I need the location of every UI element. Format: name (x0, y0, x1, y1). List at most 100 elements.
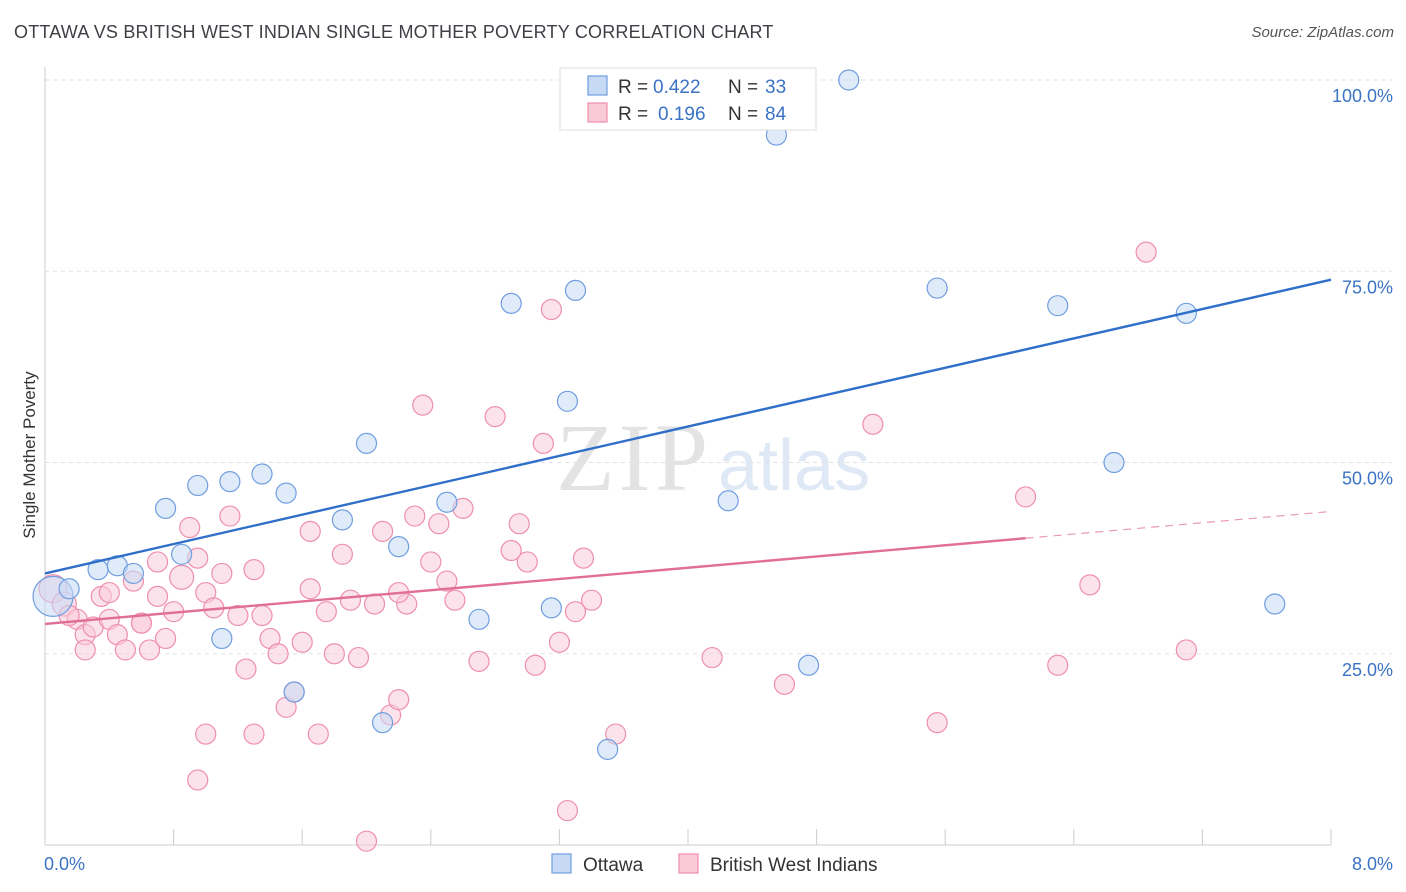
bwi-point-46 (420, 551, 442, 573)
x-tick-label-max: 8.0% (1352, 854, 1393, 874)
legend-n-label-bwi: N = (728, 104, 758, 125)
y-tick-label-100: 100.0% (1332, 86, 1393, 106)
bwi-point-37 (347, 646, 370, 669)
chart-title: OTTAWA VS BRITISH WEST INDIAN SINGLE MOT… (14, 22, 774, 42)
ottawa-point-14 (355, 432, 378, 454)
bwi-point-13 (154, 627, 177, 650)
bwi-point-81 (299, 520, 321, 542)
bwi-point-15 (169, 564, 195, 590)
y-tick-label-25: 25.0% (1342, 660, 1393, 680)
bwi-point-69 (98, 581, 120, 604)
bwi-point-54 (508, 513, 530, 535)
series-ottawa (32, 69, 1286, 760)
legend-bottom-label-ottawa: Ottawa (583, 855, 644, 876)
bwi-point-56 (524, 654, 546, 676)
bwi-point-27 (267, 643, 289, 665)
ottawa-point-20 (564, 279, 587, 301)
bwi-point-57 (532, 432, 554, 454)
bwi-point-79 (1135, 241, 1157, 263)
bwi-point-49 (444, 589, 466, 611)
bwi-point-61 (564, 601, 587, 623)
bwi-point-83 (74, 639, 96, 661)
bwi-point-75 (926, 711, 948, 734)
bwi-point-66 (195, 723, 217, 745)
trend-line-ottawa (44, 278, 1332, 575)
bwi-point-36 (339, 589, 362, 611)
bwi-point-32 (307, 723, 329, 745)
ottawa-point-22 (540, 597, 562, 619)
bwi-point-51 (468, 650, 490, 673)
bwi-point-23 (235, 658, 257, 680)
bwi-point-11 (138, 639, 161, 661)
trend-line-bwi (44, 537, 1026, 626)
bwi-point-12 (146, 585, 169, 607)
ottawa-point-24 (717, 490, 739, 512)
legend-bottom-label-bwi: British West Indians (710, 855, 878, 876)
ottawa-point-5 (154, 497, 177, 519)
ottawa-point-15 (388, 536, 410, 558)
ottawa-point-17 (436, 491, 458, 513)
bwi-point-77 (1047, 654, 1069, 676)
trend-line-bwi-extension (1025, 510, 1332, 539)
legend-r-value-bwi: 0.196 (658, 104, 706, 125)
ottawa-point-13 (331, 509, 353, 531)
bwi-point-63 (580, 589, 603, 611)
legend-r-value-ottawa: 0.422 (653, 77, 701, 98)
ottawa-point-4 (122, 562, 145, 585)
ottawa-point-19 (500, 292, 522, 314)
ottawa-point-9 (275, 482, 297, 504)
bwi-point-80 (1175, 639, 1197, 661)
bwi-point-45 (412, 394, 434, 416)
bwi-point-24 (243, 723, 265, 745)
ottawa-point-6 (187, 474, 209, 497)
bwi-point-59 (548, 631, 571, 653)
ottawa-point-7 (219, 471, 241, 493)
ottawa-point-26 (838, 69, 860, 91)
bwi-point-52 (484, 406, 506, 428)
ottawa-point-10 (171, 543, 193, 565)
bwi-point-78 (1079, 574, 1101, 596)
ottawa-point-18 (468, 608, 490, 630)
ottawa-point-11 (211, 627, 233, 650)
bwi-point-68 (146, 551, 169, 573)
ottawa-point-1 (58, 578, 80, 600)
y-tick-label-50: 50.0% (1342, 469, 1393, 489)
bwi-point-44 (404, 505, 426, 527)
legend-n-label-ottawa: N = (728, 77, 758, 98)
bwi-point-53 (500, 539, 522, 562)
watermark-zip: ZIP (556, 404, 712, 511)
ottawa-point-21 (556, 390, 579, 412)
bwi-point-67 (243, 558, 265, 581)
bwi-point-47 (428, 513, 450, 535)
bwi-point-76 (1014, 486, 1037, 508)
legend-swatch-bwi (587, 102, 608, 123)
ottawa-point-8 (251, 463, 273, 485)
bwi-point-74 (862, 413, 884, 435)
legend-series: Ottawa British West Indians (551, 853, 878, 876)
bwi-point-60 (556, 799, 579, 822)
bwi-point-65 (187, 769, 209, 791)
bwi-point-40 (371, 520, 394, 542)
bwi-point-58 (540, 298, 562, 321)
ottawa-point-12 (283, 681, 305, 703)
y-axis-title: Single Mother Poverty (20, 371, 39, 539)
bwi-point-16 (179, 516, 201, 539)
bwi-point-34 (323, 643, 345, 665)
legend-n-value-ottawa: 33 (765, 77, 786, 98)
x-axis-ticks (44, 829, 1332, 845)
bwi-point-35 (331, 543, 353, 565)
watermark-atlas: atlas (718, 426, 870, 506)
trend-lines (44, 278, 1332, 626)
bwi-point-72 (701, 646, 723, 669)
bwi-point-48 (436, 570, 458, 592)
legend-bottom-swatch-bwi (678, 853, 699, 874)
source-credit: Source: ZipAtlas.com (1251, 24, 1394, 41)
legend-n-value-bwi: 84 (765, 104, 787, 125)
bwi-point-73 (773, 673, 796, 695)
bwi-point-38 (355, 830, 378, 852)
series-british-west-indians (38, 241, 1197, 852)
bwi-point-8 (114, 639, 136, 661)
ottawa-point-16 (371, 711, 394, 734)
legend-r-label-ottawa: R = (618, 77, 648, 98)
